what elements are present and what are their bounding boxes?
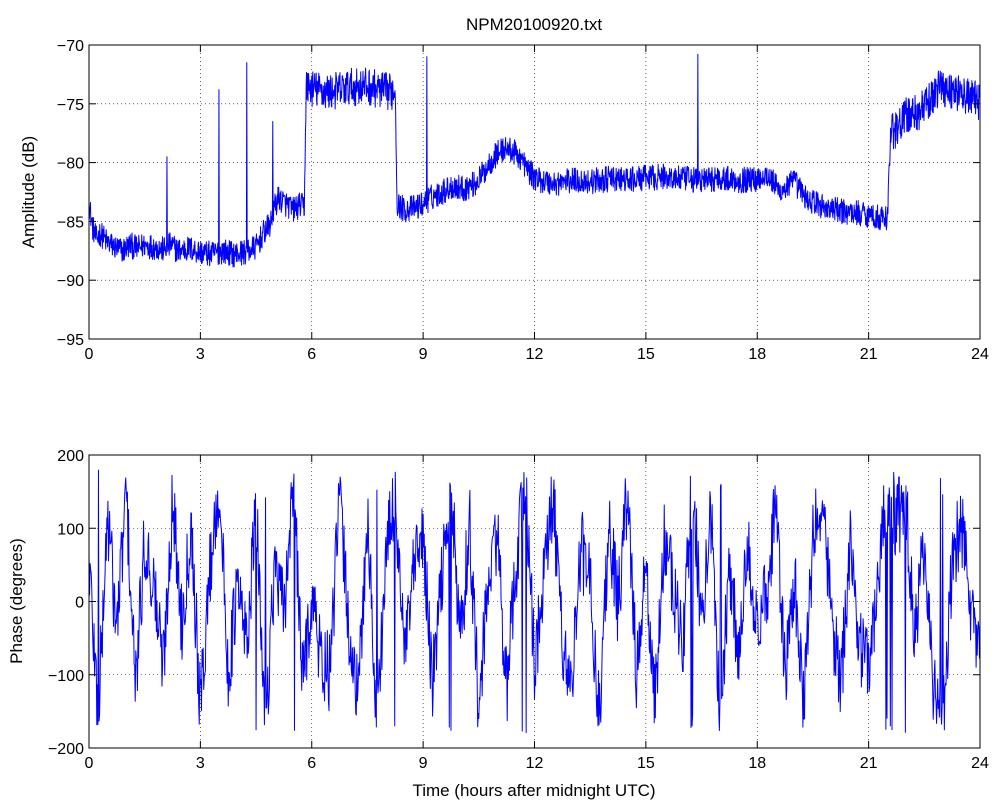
amplitude-xtick-label: 3 (196, 346, 205, 363)
phase-xtick-label: 24 (971, 755, 989, 772)
amplitude-xtick-label: 21 (860, 346, 878, 363)
phase-xlabel: Time (hours after midnight UTC) (412, 781, 655, 800)
phase-axes: 0 3 6 9 12 15 18 21 24 −200 −100 0 100 200 Time (hour… (7, 448, 989, 800)
amplitude-xtick-label: 12 (526, 346, 544, 363)
amplitude-axes: 0 3 6 9 12 15 18 21 24 −95 −90 −85 −80 −75 −70 NPM2010… (19, 15, 989, 363)
amplitude-xtick-label: 0 (85, 346, 94, 363)
amplitude-ytick-label: −90 (57, 273, 84, 290)
amplitude-ytick-label: −85 (57, 214, 84, 231)
phase-xtick-label: 12 (526, 755, 544, 772)
amplitude-ytick-label: −75 (57, 97, 84, 114)
amplitude-ytick-label: −80 (57, 156, 84, 173)
amplitude-xtick-label: 9 (419, 346, 428, 363)
phase-trace (88, 469, 981, 734)
amplitude-ytick-label: −70 (57, 38, 84, 55)
phase-plot-area (89, 455, 980, 748)
phase-xtick-label: 0 (85, 755, 94, 772)
amplitude-xtick-label: 15 (637, 346, 655, 363)
phase-ylabel: Phase (degrees) (7, 538, 26, 664)
phase-ytick-label: 0 (75, 595, 84, 612)
amplitude-xtick-label: 24 (971, 346, 989, 363)
phase-xtick-label: 15 (637, 755, 655, 772)
amplitude-xtick-label: 6 (307, 346, 316, 363)
amplitude-grid (89, 45, 980, 339)
phase-series-line (88, 469, 981, 734)
phase-ticks: 0 3 6 9 12 15 18 21 24 −200 −100 0 100 200 (48, 448, 989, 772)
phase-ytick-label: 200 (57, 448, 84, 465)
phase-xtick-label: 9 (419, 755, 428, 772)
amplitude-xtick-label: 18 (748, 346, 766, 363)
phase-xtick-label: 21 (860, 755, 878, 772)
amplitude-title: NPM20100920.txt (466, 15, 602, 34)
amplitude-ticks: 0 3 6 9 12 15 18 21 24 −95 −90 −85 −80 −75 −70 (57, 38, 989, 363)
amplitude-ylabel: Amplitude (dB) (19, 136, 38, 248)
phase-ytick-label: 100 (57, 521, 84, 538)
amplitude-ytick-label: −95 (57, 332, 84, 349)
phase-grid (89, 455, 980, 748)
phase-ytick-label: −200 (48, 741, 84, 758)
amplitude-trace (88, 53, 981, 268)
phase-ytick-label: −100 (48, 668, 84, 685)
phase-xtick-label: 3 (196, 755, 205, 772)
phase-xtick-label: 6 (307, 755, 316, 772)
phase-xtick-label: 18 (748, 755, 766, 772)
amplitude-series-line (88, 53, 981, 268)
